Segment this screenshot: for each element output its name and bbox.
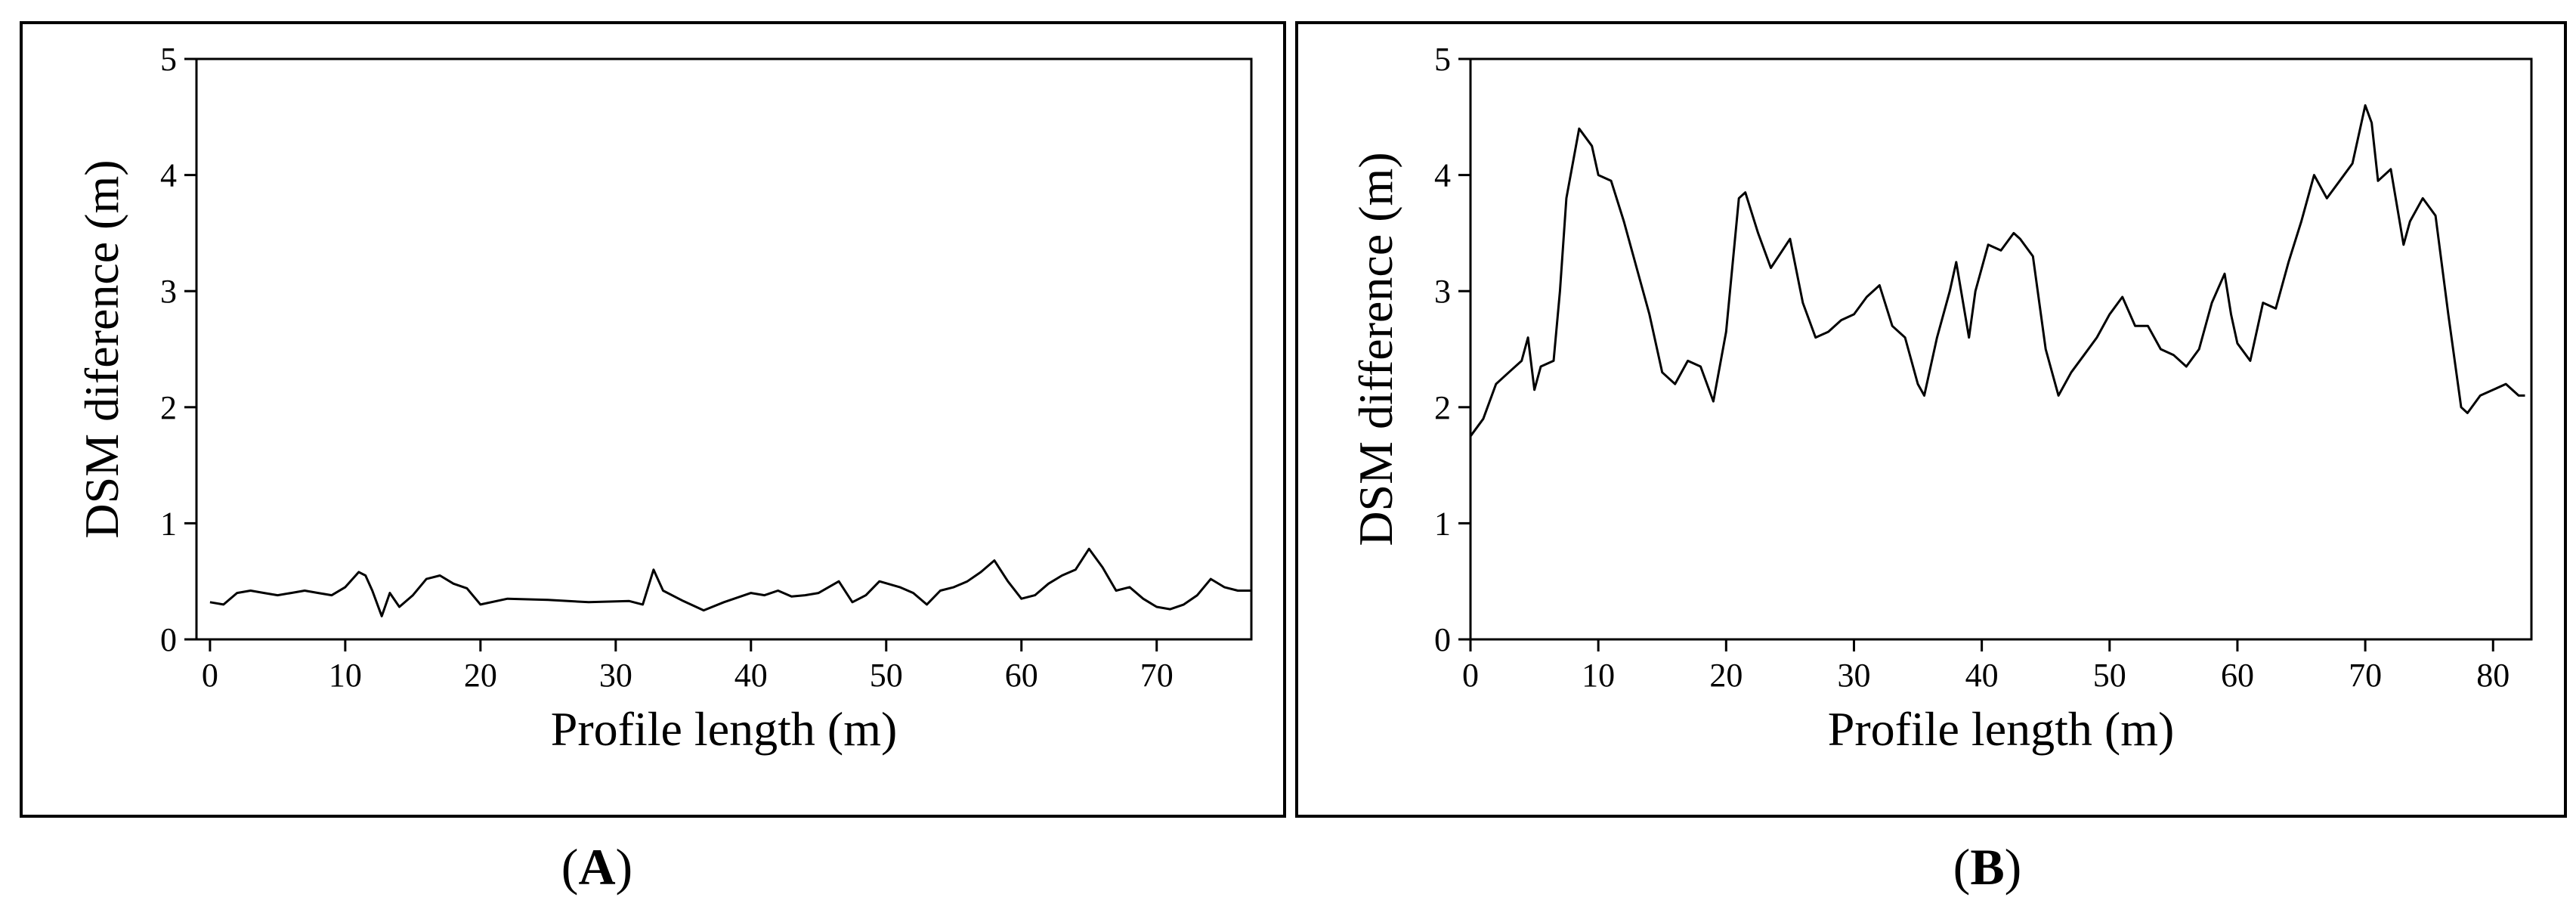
panel-b-label: B — [1970, 838, 2005, 896]
chart-a: 0 10 20 30 40 50 60 70 0 1 2 3 4 5 Profile length (m) D… — [75, 41, 1253, 756]
x-tick-label: 30 — [599, 657, 632, 694]
plot-area-frame — [1469, 57, 2533, 641]
x-tick-label: 50 — [2093, 657, 2126, 694]
x-tick-label: 20 — [464, 657, 497, 694]
y-tick-label: 3 — [1434, 273, 1451, 310]
x-tick-label: 10 — [329, 657, 362, 694]
x-tick-label: 20 — [1709, 657, 1743, 694]
x-tick-label: 40 — [734, 657, 768, 694]
chart-b: 0 10 20 30 40 50 60 70 80 0 1 2 3 4 5 Profile length (m… — [1349, 41, 2533, 756]
x-tick-label: 50 — [870, 657, 903, 694]
panel-a-label: A — [578, 838, 616, 896]
x-tick-label: 0 — [1462, 657, 1479, 694]
x-tick-label: 10 — [1582, 657, 1615, 694]
y-axis-label: DSM difference (m) — [1349, 152, 1402, 546]
x-axis-label: Profile length (m) — [551, 702, 898, 756]
plot-area-frame — [195, 57, 1253, 641]
panel-b-caption: (B) — [1953, 838, 2022, 896]
y-tick-label: 3 — [160, 273, 177, 310]
panel-b-frame: 0 10 20 30 40 50 60 70 80 0 1 2 3 4 5 Profile length (m… — [1295, 21, 2567, 818]
y-tick-label: 2 — [160, 389, 177, 426]
x-tick-label: 80 — [2476, 657, 2510, 694]
x-tick-label: 70 — [1140, 657, 1174, 694]
x-tick-label: 70 — [2349, 657, 2382, 694]
y-tick-label: 5 — [1434, 41, 1451, 78]
x-axis-label: Profile length (m) — [1828, 702, 2175, 756]
y-tick-label: 1 — [160, 505, 177, 542]
x-tick-label: 60 — [1005, 657, 1038, 694]
y-tick-label: 2 — [1434, 389, 1451, 426]
series-line — [1469, 104, 2525, 438]
y-axis-label: DSM diference (m) — [75, 159, 128, 538]
x-tick-label: 40 — [1965, 657, 1999, 694]
y-tick-label: 1 — [1434, 505, 1451, 542]
panel-a-caption: (A) — [561, 838, 633, 896]
y-tick-label: 0 — [160, 621, 177, 658]
x-tick-label: 60 — [2221, 657, 2254, 694]
y-tick-label: 5 — [160, 41, 177, 78]
y-tick-label: 4 — [1434, 157, 1451, 194]
x-tick-label: 0 — [202, 657, 218, 694]
panel-a-frame: 0 10 20 30 40 50 60 70 0 1 2 3 4 5 Profile length (m) D… — [20, 21, 1286, 818]
series-line — [209, 547, 1251, 617]
x-tick-label: 30 — [1837, 657, 1870, 694]
y-tick-label: 4 — [160, 157, 177, 194]
y-tick-label: 0 — [1434, 621, 1451, 658]
